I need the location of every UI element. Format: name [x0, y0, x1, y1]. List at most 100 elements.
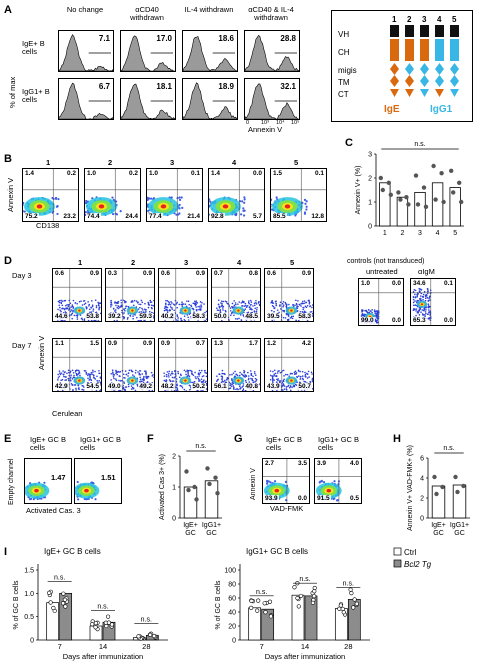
event-dot	[91, 305, 94, 308]
quadrant-value-ul: 0.6	[266, 270, 278, 277]
event-dot	[243, 305, 246, 307]
event-dot	[124, 388, 126, 391]
histogram-curve	[244, 83, 299, 120]
density-plot: 0.6 0.9 44.6 53.8	[52, 268, 102, 322]
chart-title: IgE+ GC B cells	[44, 547, 101, 556]
event-dot	[304, 311, 307, 314]
event-dot	[67, 369, 70, 372]
quadrant-value-ur: 0.2	[65, 170, 77, 177]
quadrant-value-ll: 91.5	[316, 495, 331, 502]
event-dot	[88, 308, 91, 311]
event-dot	[178, 198, 182, 201]
data-point	[378, 175, 383, 181]
significance-label: n.s.	[97, 603, 108, 610]
event-dot	[253, 370, 256, 373]
event-dot	[60, 302, 63, 305]
event-dot	[414, 296, 417, 299]
event-dot	[308, 299, 310, 302]
density-svg	[271, 169, 326, 221]
migis-domain	[450, 63, 459, 75]
data-point	[249, 605, 254, 610]
event-dot	[291, 372, 294, 375]
quadrant-value-ur: 0.7	[194, 340, 206, 347]
event-dot	[414, 289, 417, 292]
gate-value: 32.1	[280, 82, 296, 91]
event-dot	[271, 377, 274, 379]
event-dot	[216, 379, 219, 381]
event-dot	[294, 214, 297, 217]
ct-domain	[450, 89, 459, 97]
bar	[452, 484, 467, 519]
event-dot	[175, 383, 178, 386]
event-dot	[250, 303, 252, 306]
data-point	[215, 491, 220, 496]
event-dot	[286, 373, 289, 376]
legend-label-bcl2: Bcl2 Tg	[404, 560, 432, 569]
event-dot	[72, 306, 75, 309]
data-point	[62, 597, 68, 602]
event-dot	[231, 379, 233, 381]
event-dot	[229, 314, 232, 317]
event-dot	[91, 300, 93, 302]
event-dot	[122, 316, 125, 318]
event-dot	[247, 378, 250, 381]
event-dot	[303, 380, 306, 383]
event-dot	[94, 370, 96, 373]
y-axis-label: Annexin V+ (%)	[355, 166, 362, 215]
event-dot	[188, 388, 191, 391]
event-dot	[67, 377, 70, 380]
event-dot	[124, 307, 127, 310]
event-dot	[269, 370, 272, 372]
event-dot	[209, 198, 211, 201]
quadrant-value-lr: 54.5	[85, 383, 100, 390]
event-dot	[416, 299, 419, 302]
event-dot	[301, 302, 303, 304]
event-dot	[245, 375, 248, 378]
density-plot: 1.3 1.7 56.1 40.8	[211, 338, 261, 392]
event-dot	[205, 375, 207, 378]
plot-title: IgE+ GC B cells	[30, 435, 67, 452]
event-dot	[418, 310, 420, 312]
quadrant-value-lr: 40.8	[244, 383, 259, 390]
event-dot	[199, 309, 202, 311]
event-dot	[244, 374, 246, 376]
event-dot	[171, 370, 173, 373]
y-tick-label: 0	[172, 516, 176, 523]
density-plot: 1.4 0.0 92.8 5.7	[208, 168, 265, 222]
vh-domain	[420, 25, 429, 37]
event-dot	[254, 381, 256, 383]
event-dot	[422, 298, 424, 301]
histogram: 6.7	[58, 78, 114, 120]
event-dot	[95, 305, 98, 307]
event-dot	[150, 311, 153, 314]
event-dot	[54, 197, 58, 200]
event-dot	[304, 375, 307, 378]
y-axis-label: Activated Cas 3+ (%)	[159, 454, 166, 520]
event-dot	[303, 310, 306, 313]
data-point	[421, 185, 427, 190]
quadrant-value-ll: 39.5	[266, 313, 281, 320]
x-tick-label: 28	[344, 642, 352, 651]
event-dot	[169, 374, 172, 376]
ch-domain	[390, 39, 399, 61]
migis-domain	[435, 63, 444, 75]
data-point	[441, 199, 446, 205]
event-dot	[204, 371, 206, 374]
event-dot	[140, 380, 142, 383]
event-dot	[416, 301, 418, 303]
event-dot	[373, 310, 376, 313]
event-dot	[200, 304, 202, 306]
event-dot	[83, 319, 86, 321]
event-dot	[271, 205, 272, 208]
density-level	[131, 379, 134, 382]
event-dot	[245, 304, 247, 307]
data-point	[459, 199, 464, 205]
event-dot	[295, 319, 298, 321]
event-dot	[216, 375, 218, 377]
event-dot	[153, 376, 154, 379]
event-dot	[305, 200, 308, 203]
event-dot	[43, 481, 46, 484]
event-dot	[145, 311, 147, 313]
construct-row-label: TM	[338, 78, 350, 87]
event-dot	[255, 303, 258, 305]
